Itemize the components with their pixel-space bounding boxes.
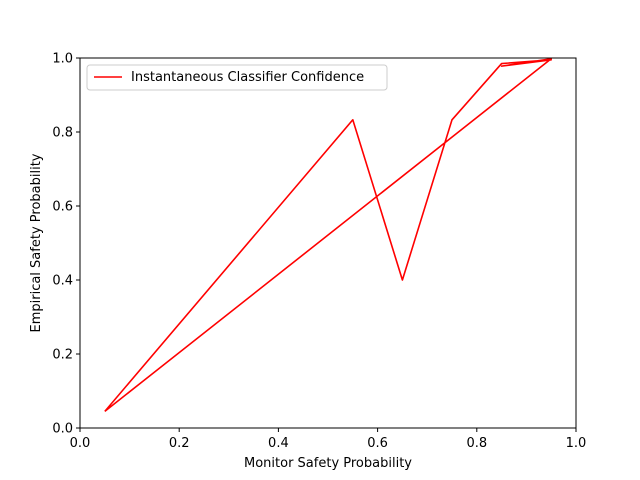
x-tick-label: 0.2 [169, 436, 190, 451]
plot-frame [79, 57, 577, 429]
x-tick-label: 0.4 [268, 436, 289, 451]
x-axis-ticks: 0.0 0.2 0.4 0.6 0.8 1.0 [70, 428, 587, 451]
x-tick-label: 0.8 [466, 436, 487, 451]
legend-box [86, 64, 388, 91]
y-tick-label: 1.0 [52, 52, 73, 67]
y-tick-label: 0.8 [52, 126, 73, 141]
y-tick-label: 0.0 [52, 422, 73, 437]
y-tick-label: 0.2 [52, 348, 73, 363]
x-tick-label: 0.6 [367, 436, 388, 451]
x-tick-label: 1.0 [566, 436, 587, 451]
series-line-0 [104, 57, 553, 412]
series-layer [104, 57, 553, 412]
legend: Instantaneous Classifier Confidence [86, 64, 388, 91]
y-tick-label: 0.6 [52, 200, 73, 215]
legend-label: Instantaneous Classifier Confidence [131, 70, 364, 85]
y-tick-label: 0.4 [52, 274, 73, 289]
y-axis-label: Empirical Safety Probability [29, 153, 44, 332]
y-axis-ticks: 0.0 0.2 0.4 0.6 0.8 1.0 [52, 52, 80, 437]
x-tick-label: 0.0 [70, 436, 91, 451]
x-axis-label: Monitor Safety Probability [244, 456, 412, 471]
